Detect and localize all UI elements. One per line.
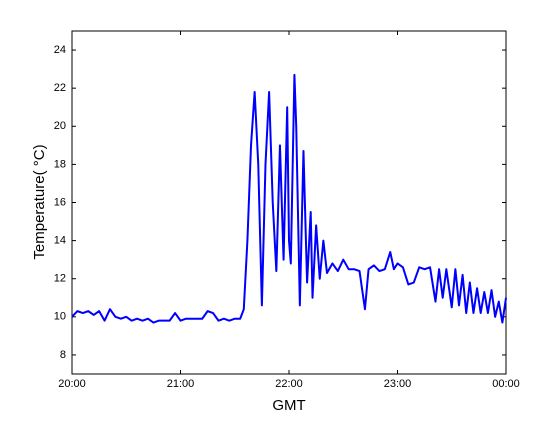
y-tick-label: 10	[54, 311, 66, 323]
x-tick-label: 21:00	[167, 378, 195, 390]
x-tick-label: 23:00	[384, 378, 412, 390]
y-tick-label: 22	[54, 82, 66, 94]
x-tick-label: 20:00	[58, 378, 86, 390]
x-tick-label: 00:00	[492, 378, 520, 390]
y-axis-label: Temperature( °C)	[31, 144, 48, 259]
y-tick-label: 8	[60, 349, 66, 361]
y-tick-label: 12	[54, 273, 66, 285]
y-tick-label: 18	[54, 158, 66, 170]
data-line	[71, 73, 507, 324]
y-tick-label: 20	[54, 120, 66, 132]
x-axis-label: GMT	[272, 397, 305, 414]
y-tick-label: 24	[54, 44, 66, 56]
y-tick-label: 16	[54, 196, 66, 208]
x-tick-label: 22:00	[275, 378, 303, 390]
y-tick-label: 14	[54, 235, 66, 247]
